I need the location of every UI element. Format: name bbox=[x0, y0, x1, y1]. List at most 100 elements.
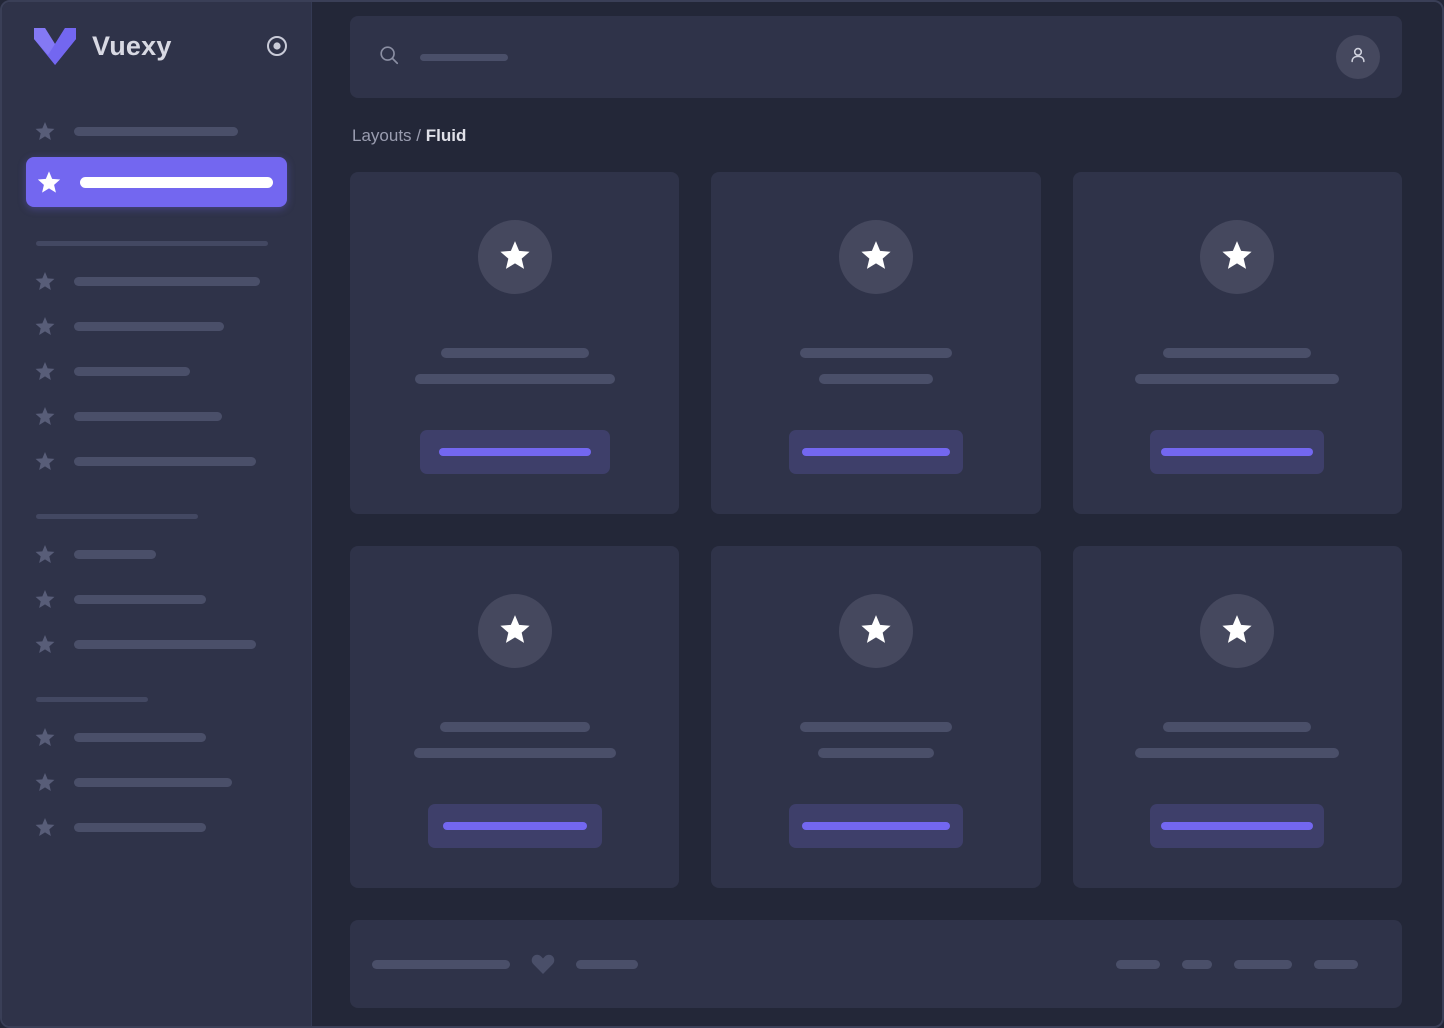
card-text-placeholders bbox=[711, 722, 1040, 758]
sidebar-brand[interactable]: Vuexy bbox=[2, 2, 311, 90]
card-avatar bbox=[838, 220, 913, 294]
sidebar-item-label-bar bbox=[74, 366, 190, 376]
card-action-button[interactable] bbox=[419, 430, 610, 474]
sidebar-item-label-bar bbox=[74, 777, 232, 787]
sidebar-item-2-2[interactable] bbox=[24, 625, 289, 663]
card-text-line-1 bbox=[440, 348, 589, 358]
card-action-button[interactable] bbox=[1150, 430, 1325, 474]
content-card bbox=[1072, 546, 1402, 888]
sidebar-section-divider bbox=[36, 514, 198, 519]
sidebar-item-label-bar bbox=[74, 411, 222, 421]
sidebar-item-3-0[interactable] bbox=[24, 718, 289, 756]
star-icon bbox=[34, 588, 56, 610]
star-icon bbox=[859, 612, 893, 651]
footer-link-bar[interactable] bbox=[576, 959, 638, 969]
card-text-line-1 bbox=[799, 348, 952, 358]
breadcrumb: Layouts / Fluid bbox=[350, 126, 1402, 146]
user-avatar-button[interactable] bbox=[1336, 35, 1380, 79]
star-icon bbox=[859, 238, 893, 277]
card-text-line-2 bbox=[818, 374, 933, 384]
card-text-placeholders bbox=[350, 722, 679, 758]
card-avatar bbox=[1200, 594, 1275, 668]
sidebar-item-2-0[interactable] bbox=[24, 535, 289, 573]
sidebar-item-1-2[interactable] bbox=[24, 352, 289, 390]
card-button-label-bar bbox=[1161, 822, 1314, 830]
search-icon bbox=[378, 44, 400, 71]
sidebar-item-2-1[interactable] bbox=[24, 580, 289, 618]
sidebar-item-1-4[interactable] bbox=[24, 442, 289, 480]
vuexy-v-logo-icon bbox=[32, 25, 78, 67]
card-text-placeholders bbox=[1073, 348, 1402, 384]
sidebar-item-label-bar bbox=[74, 594, 206, 604]
footer-link-1[interactable] bbox=[1116, 959, 1160, 969]
card-text-line-2 bbox=[1135, 374, 1340, 384]
sidebar-item-1-3[interactable] bbox=[24, 397, 289, 435]
card-text-line-2 bbox=[413, 748, 616, 758]
sidebar-item-label-bar bbox=[74, 126, 238, 136]
sidebar-item-label-bar bbox=[74, 639, 256, 649]
card-button-label-bar bbox=[442, 822, 587, 830]
card-button-label-bar bbox=[438, 448, 591, 456]
star-icon bbox=[34, 360, 56, 382]
card-text-line-2 bbox=[817, 748, 934, 758]
star-icon bbox=[34, 270, 56, 292]
star-icon bbox=[34, 120, 56, 142]
card-text-line-1 bbox=[439, 722, 590, 732]
star-icon bbox=[34, 771, 56, 793]
brand-name: Vuexy bbox=[92, 30, 172, 61]
sidebar-item-active[interactable] bbox=[26, 157, 287, 207]
card-action-button[interactable] bbox=[1150, 804, 1325, 848]
sidebar-item-1-1[interactable] bbox=[24, 307, 289, 345]
card-button-label-bar bbox=[801, 822, 950, 830]
star-icon bbox=[34, 633, 56, 655]
card-text-line-2 bbox=[414, 374, 615, 384]
star-icon bbox=[34, 726, 56, 748]
star-icon bbox=[34, 315, 56, 337]
top-navbar bbox=[350, 16, 1402, 98]
card-button-label-bar bbox=[801, 448, 950, 456]
content-card bbox=[350, 546, 680, 888]
search-placeholder-bar bbox=[420, 53, 508, 61]
card-text-placeholders bbox=[1073, 722, 1402, 758]
card-avatar bbox=[477, 220, 552, 294]
star-icon bbox=[1220, 238, 1254, 277]
sidebar-item-3-1[interactable] bbox=[24, 763, 289, 801]
sidebar-item-3-2[interactable] bbox=[24, 808, 289, 846]
star-icon bbox=[498, 612, 532, 651]
footer-text-bar bbox=[372, 959, 510, 969]
breadcrumb-current: Fluid bbox=[425, 126, 467, 145]
footer-link-4[interactable] bbox=[1314, 959, 1358, 969]
card-action-button[interactable] bbox=[788, 430, 963, 474]
card-text-line-1 bbox=[799, 722, 952, 732]
card-action-button[interactable] bbox=[788, 804, 963, 848]
cards-grid bbox=[350, 172, 1402, 888]
sidebar-item-label-bar bbox=[80, 176, 273, 188]
card-text-line-2 bbox=[1135, 748, 1340, 758]
search-input[interactable] bbox=[378, 44, 1336, 71]
star-icon bbox=[34, 816, 56, 838]
card-text-placeholders bbox=[711, 348, 1040, 384]
sidebar-item-1-0[interactable] bbox=[24, 262, 289, 300]
main-content: Layouts / Fluid bbox=[312, 2, 1442, 1026]
card-avatar bbox=[477, 594, 552, 668]
heart-icon bbox=[530, 952, 556, 976]
sidebar-item-0-0[interactable] bbox=[24, 112, 289, 150]
breadcrumb-parent[interactable]: Layouts bbox=[352, 126, 412, 145]
footer-link-2[interactable] bbox=[1182, 959, 1212, 969]
card-button-label-bar bbox=[1161, 448, 1314, 456]
circle-dot-icon[interactable] bbox=[265, 34, 289, 58]
star-icon bbox=[34, 450, 56, 472]
sidebar-item-label-bar bbox=[74, 549, 156, 559]
sidebar-item-label-bar bbox=[74, 732, 206, 742]
card-action-button[interactable] bbox=[427, 804, 602, 848]
star-icon bbox=[34, 405, 56, 427]
content-card bbox=[350, 172, 680, 514]
footer-link-3[interactable] bbox=[1234, 959, 1292, 969]
sidebar: Vuexy bbox=[2, 2, 312, 1026]
content-card bbox=[711, 172, 1041, 514]
card-avatar bbox=[1200, 220, 1275, 294]
user-avatar-icon bbox=[1347, 44, 1369, 71]
content-card bbox=[1072, 172, 1402, 514]
breadcrumb-separator: / bbox=[416, 126, 422, 145]
